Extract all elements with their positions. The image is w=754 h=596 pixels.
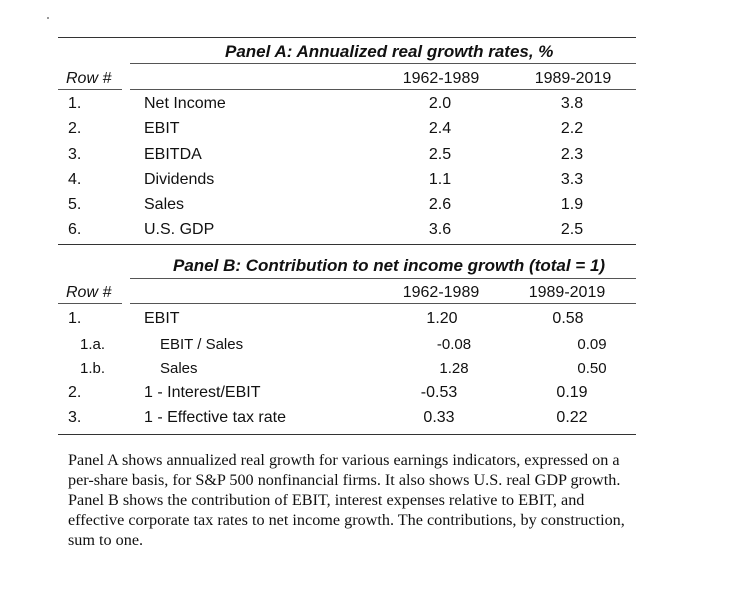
panel-a-row-num: 6.: [68, 221, 82, 238]
panel-a-row-label: EBIT: [144, 120, 180, 137]
panel-a-row-num: 4.: [68, 171, 82, 188]
panel-a-col-1962: 1962-1989: [402, 70, 480, 87]
panel-a-row-num: 5.: [68, 196, 82, 213]
panel-b-row-num: 1.: [68, 310, 82, 327]
panel-a-header-rule-right: [130, 89, 636, 90]
panel-a-header-rule-left: [58, 89, 122, 90]
panel-b-row-num: 3.: [68, 409, 82, 426]
panel-a-row-num: 3.: [68, 146, 82, 163]
panel-b-title: Panel B: Contribution to net income grow…: [173, 256, 606, 275]
panel-a-row-value-2: 2.3: [560, 146, 584, 163]
panel-a-row-value-2: 1.9: [560, 196, 584, 213]
panel-a-row-label: U.S. GDP: [144, 221, 215, 238]
panel-a-row-value-2: 2.2: [560, 120, 584, 137]
panel-b-row-value-1: 1.20: [426, 310, 458, 327]
panel-a-row-value-2: 2.5: [560, 221, 584, 238]
panel-a-col-1989: 1989-2019: [534, 70, 612, 87]
panel-a-row-num: 2.: [68, 120, 82, 137]
panel-a-row-value-1: 3.6: [428, 221, 452, 238]
panel-b-row-value-2: 0.58: [552, 310, 584, 327]
panel-b-row-header: Row #: [66, 284, 112, 301]
panel-b-row-value-2: 0.19: [556, 384, 588, 401]
panel-b-row-value-2: 0.09: [577, 336, 607, 353]
panel-a-row-value-1: 2.0: [428, 95, 452, 112]
panel-b-row-label: 1 - Interest/EBIT: [144, 384, 261, 401]
panel-b-col-1962: 1962-1989: [402, 284, 480, 301]
panel-a-row-label: Sales: [144, 196, 185, 213]
panel-b-row-value-2: 0.50: [577, 360, 607, 377]
panel-b-row-value-2: 0.22: [556, 409, 588, 426]
panel-b-row-num: 1.b.: [80, 360, 106, 377]
panel-b-row-num: 2.: [68, 384, 82, 401]
panel-a-row-label: EBITDA: [144, 146, 202, 163]
panel-a-title: Panel A: Annualized real growth rates, %: [225, 42, 554, 61]
panel-a-row-label: Net Income: [144, 95, 226, 112]
panel-b-row-label: EBIT / Sales: [160, 336, 244, 353]
panel-a-row-value-2: 3.3: [560, 171, 584, 188]
panel-a-top-rule: [58, 37, 636, 38]
panel-a-row-value-1: 2.4: [428, 120, 452, 137]
panel-b-row-value-1: -0.53: [420, 384, 458, 401]
panel-b-row-value-1: -0.08: [436, 336, 472, 353]
corner-dot: [47, 17, 49, 19]
panel-b-bottom-rule: [58, 434, 636, 435]
panel-a-bottom-rule: [58, 244, 636, 245]
table-caption: Panel A shows annualized real growth for…: [68, 451, 625, 549]
panel-b-header-rule-right: [130, 303, 636, 304]
panel-a-title-rule: [130, 63, 636, 64]
panel-b-header-rule-left: [58, 303, 122, 304]
panel-b-row-label: EBIT: [144, 310, 180, 327]
panel-b-row-value-1: 0.33: [423, 409, 455, 426]
panel-a-row-num: 1.: [68, 95, 82, 112]
panel-a-row-value-1: 1.1: [428, 171, 452, 188]
panel-b-title-rule: [130, 278, 636, 279]
panel-b-row-label: 1 - Effective tax rate: [144, 409, 286, 426]
panel-a-row-header: Row #: [66, 70, 112, 87]
panel-a-row-label: Dividends: [144, 171, 215, 188]
panel-b-row-num: 1.a.: [80, 336, 106, 353]
panel-a-row-value-1: 2.5: [428, 146, 452, 163]
panel-a-row-value-2: 3.8: [560, 95, 584, 112]
panel-b-col-1989: 1989-2019: [528, 284, 606, 301]
panel-a-row-value-1: 2.6: [428, 196, 452, 213]
panel-b-row-label: Sales: [160, 360, 198, 377]
panel-b-row-value-1: 1.28: [439, 360, 469, 377]
